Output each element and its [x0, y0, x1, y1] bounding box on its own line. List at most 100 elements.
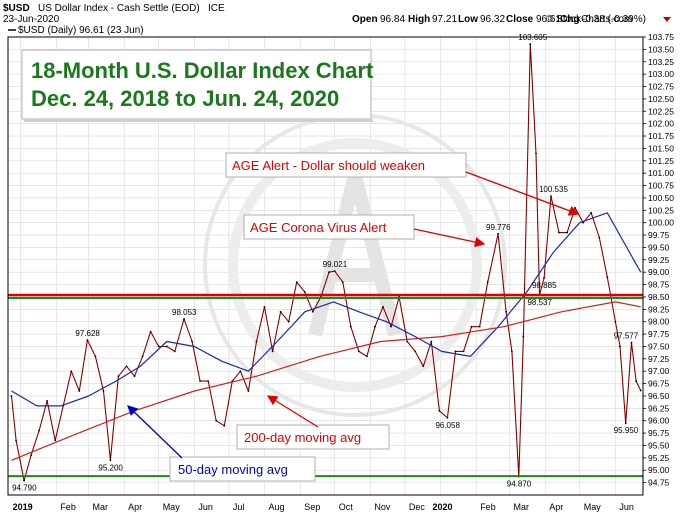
price-point	[635, 380, 637, 383]
x-tick-label: 2020	[433, 502, 453, 512]
exchange: ICE	[208, 3, 225, 14]
y-tick-label: 95.75	[648, 428, 670, 438]
price-point	[141, 355, 144, 358]
chg-label: Chg	[560, 14, 579, 25]
price-point	[590, 211, 593, 214]
y-tick-label: 102.00	[648, 119, 674, 129]
data-label: 99.776	[486, 223, 511, 232]
low-value: 96.32	[480, 14, 505, 25]
data-label: 94.790	[12, 484, 37, 493]
price-point	[271, 350, 274, 353]
y-tick-label: 94.75	[648, 478, 670, 488]
y-tick-label: 95.50	[648, 440, 670, 450]
data-label: 96.058	[435, 421, 460, 430]
open-label: Open	[352, 14, 378, 25]
ma50-arrow	[127, 405, 183, 459]
y-tick-label: 101.75	[648, 131, 674, 141]
y-tick-label: 99.00	[648, 267, 670, 277]
price-point	[255, 340, 258, 343]
horizontal-lines	[8, 293, 643, 478]
price-point	[566, 231, 568, 234]
price-point	[333, 270, 336, 273]
y-tick-label: 101.25	[648, 156, 674, 166]
price-point	[46, 400, 49, 402]
y-tick-label: 103.00	[648, 69, 674, 79]
price-point	[311, 310, 314, 313]
y-tick-label: 103.75	[648, 32, 674, 42]
y-tick-label: 98.25	[648, 304, 670, 314]
data-label: 100.535	[539, 185, 568, 194]
x-tick-label: Jun	[198, 502, 213, 512]
legend-text: $USD (Daily) 96.61 (23 Jun)	[18, 25, 144, 36]
x-tick-label: Aug	[269, 502, 285, 512]
price-point	[38, 429, 40, 432]
price-point	[470, 325, 473, 328]
instrument-name: US Dollar Index - Cash Settle (EOD)	[38, 3, 200, 14]
y-tick-label: 95.25	[648, 453, 670, 463]
series-layer	[10, 43, 642, 482]
plot-frame	[7, 36, 644, 496]
y-tick-label: 99.25	[648, 255, 670, 265]
price-point	[624, 422, 627, 425]
x-tick-label: Apr	[128, 502, 142, 512]
y-tick-label: 96.50	[648, 391, 670, 401]
price-point	[86, 339, 89, 342]
price-point	[157, 345, 160, 348]
price-point	[366, 355, 368, 358]
price-point	[486, 281, 489, 283]
watermark-letter	[308, 173, 402, 337]
y-tick-label: 99.75	[648, 230, 670, 240]
x-tick-label: May	[584, 502, 602, 512]
y-tick-label: 100.00	[648, 218, 674, 228]
y-tick-label: 102.75	[648, 82, 674, 92]
price-point	[462, 350, 465, 353]
y-tick-label: 102.25	[648, 106, 674, 116]
y-tick-label: 98.75	[648, 280, 670, 290]
price-point	[414, 350, 417, 353]
x-tick-label: Mar	[93, 502, 109, 512]
x-tick-label: Nov	[374, 502, 391, 512]
close-label: Close	[506, 14, 534, 25]
price-point	[454, 350, 457, 353]
ma200-arrow	[266, 395, 319, 428]
price-point	[30, 454, 32, 457]
y-tick-label: 98.00	[648, 317, 670, 327]
date: 23-Jun-2020	[3, 14, 60, 25]
price-point	[78, 390, 81, 392]
corona-alert-text: AGE Corona Virus Alert	[250, 220, 387, 235]
y-tick-label: 95.00	[648, 465, 670, 475]
y-tick-label: 98.50	[648, 292, 670, 302]
data-label: 99.021	[323, 260, 348, 269]
y-tick-label: 102.50	[648, 94, 674, 104]
price-point	[149, 330, 152, 333]
y-tick-label: 97.50	[648, 341, 670, 351]
price-point	[614, 320, 617, 323]
price-point	[606, 276, 609, 279]
y-tick-label: 99.50	[648, 242, 670, 252]
data-label: 97.628	[75, 329, 100, 338]
y-tick-label: 100.25	[648, 205, 674, 215]
x-tick-label: Dec	[409, 502, 426, 512]
y-tick-label: 97.75	[648, 329, 670, 339]
ma50-box	[169, 456, 316, 482]
data-labels: 94.790 97.628 95.200 98.053 99.021 96.058 99.7…	[12, 33, 639, 492]
price-point	[94, 355, 97, 358]
data-label: 94.870	[507, 480, 532, 489]
data-label: 103.605	[518, 33, 547, 42]
data-label: 95.200	[98, 463, 123, 472]
x-tick-label: Sep	[304, 502, 320, 512]
chart-title: 18-Month U.S. Dollar Index Chart	[31, 58, 374, 83]
y-tick-label: 103.50	[648, 44, 674, 54]
price-point	[574, 206, 577, 209]
close-value: 96.61	[536, 14, 561, 25]
price-point	[295, 281, 298, 283]
x-tick-label: Feb	[60, 502, 76, 512]
title-box-shadow	[24, 119, 373, 122]
ma200-text: 200-day moving avg	[244, 430, 361, 445]
y-tick-label: 97.00	[648, 366, 670, 376]
y-tick-label: 101.00	[648, 168, 674, 178]
price-point	[522, 335, 525, 338]
price-point	[550, 195, 552, 198]
chevron-down-icon[interactable]	[663, 17, 671, 22]
price-point	[478, 325, 481, 328]
